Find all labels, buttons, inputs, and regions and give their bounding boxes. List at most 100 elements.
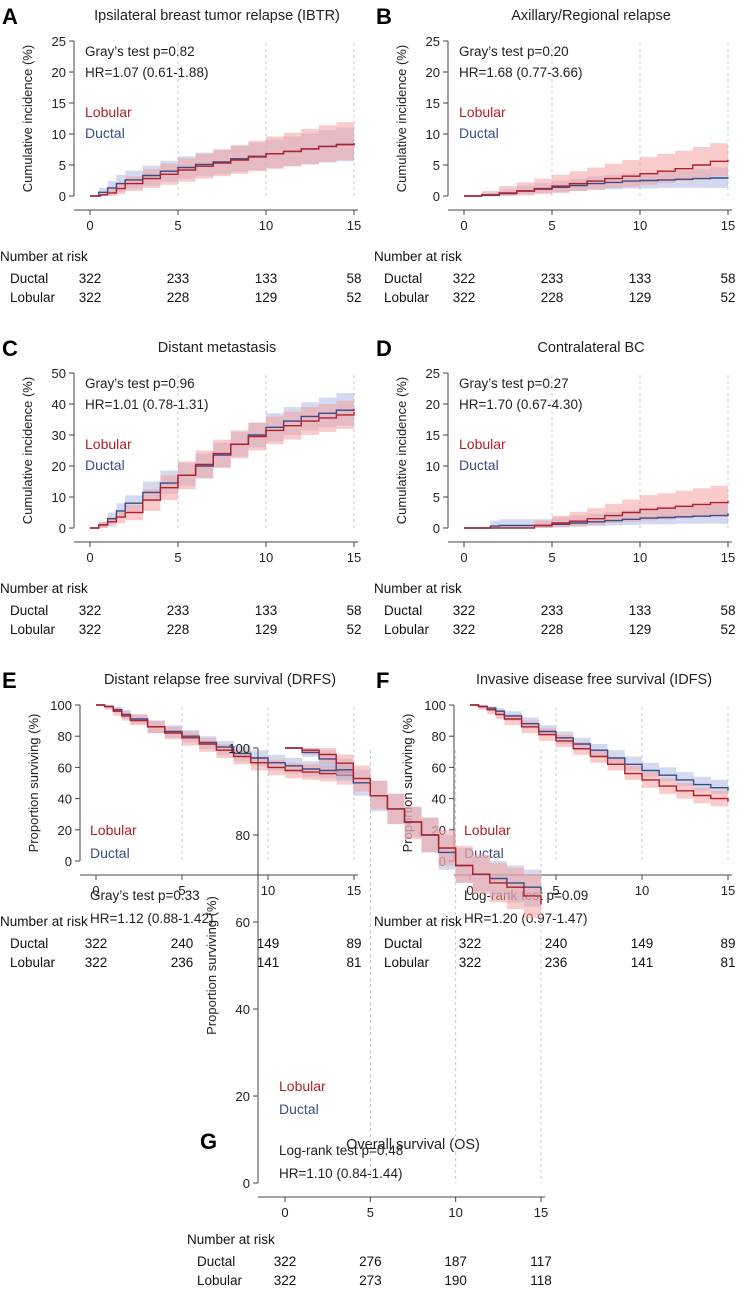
- risk-ductal-value: 233: [541, 271, 564, 286]
- x-tick-label: 15: [347, 883, 361, 898]
- stat-test: Log-rank test p=0.48: [279, 1143, 403, 1158]
- risk-lobular-value: 52: [720, 290, 735, 305]
- series-line-ductal: [464, 513, 729, 529]
- risk-lobular-value: 236: [545, 955, 568, 970]
- y-tick-label: 0: [59, 521, 66, 536]
- y-tick-label: 10: [52, 490, 66, 505]
- y-tick-label: 80: [432, 729, 446, 744]
- risk-header: Number at risk: [374, 249, 462, 264]
- y-tick-label: 20: [52, 65, 66, 80]
- x-tick-label: 15: [534, 1205, 548, 1220]
- y-tick-label: 60: [58, 760, 72, 775]
- ci-band-lobular: [90, 397, 354, 528]
- legend-ductal: Ductal: [459, 457, 499, 473]
- y-tick-label: 100: [50, 698, 72, 713]
- series-line-lobular: [90, 143, 355, 197]
- risk-label-lobular: Lobular: [384, 955, 430, 970]
- x-tick-label: 10: [633, 550, 647, 565]
- y-tick-label: 60: [236, 915, 250, 930]
- risk-lobular-value: 228: [541, 622, 564, 637]
- y-tick-label: 40: [52, 397, 66, 412]
- y-axis-label: Cumulative incidence (%): [394, 45, 409, 192]
- risk-lobular-value: 236: [171, 955, 194, 970]
- risk-ductal-value: 233: [167, 271, 190, 286]
- risk-header: Number at risk: [0, 581, 88, 596]
- risk-header: Number at risk: [0, 249, 88, 264]
- y-tick-label: 15: [52, 96, 66, 111]
- panel-letter: F: [376, 668, 389, 693]
- y-tick-label: 25: [426, 34, 440, 49]
- y-tick-label: 60: [432, 760, 446, 775]
- risk-ductal-value: 133: [629, 603, 652, 618]
- risk-lobular-value: 322: [274, 1273, 297, 1288]
- risk-lobular-value: 190: [444, 1273, 467, 1288]
- y-tick-label: 100: [228, 741, 250, 756]
- x-tick-label: 10: [259, 218, 273, 233]
- chart-panel-e: E Distant relapse free survival (DRFS) 0 20…: [0, 668, 362, 970]
- chart-title: Contralateral BC: [537, 340, 644, 356]
- y-tick-label: 50: [52, 366, 66, 381]
- x-tick-label: 15: [721, 883, 735, 898]
- y-tick-label: 20: [58, 823, 72, 838]
- series-line-lobular: [96, 704, 355, 779]
- legend-lobular: Lobular: [85, 436, 132, 452]
- y-axis-label: Proportion surviving (%): [204, 896, 219, 1035]
- y-tick-label: 5: [433, 158, 440, 173]
- chart-title: Distant metastasis: [158, 340, 276, 356]
- x-tick-label: 5: [548, 550, 555, 565]
- chart-title: Axillary/Regional relapse: [511, 8, 671, 24]
- y-tick-label: 10: [426, 459, 440, 474]
- risk-lobular-value: 52: [720, 622, 735, 637]
- x-tick-label: 10: [448, 1205, 462, 1220]
- panel-letter: B: [376, 4, 392, 29]
- risk-ductal-value: 133: [255, 271, 278, 286]
- risk-ductal-value: 58: [346, 603, 361, 618]
- chart-title: Ipsilateral breast tumor relapse (IBTR): [94, 8, 340, 24]
- chart-title: Overall survival (OS): [346, 1137, 480, 1153]
- y-tick-label: 80: [58, 729, 72, 744]
- hazard-ratio: HR=1.01 (0.78-1.31): [85, 397, 208, 412]
- y-axis-label: Cumulative incidence (%): [20, 45, 35, 192]
- risk-lobular-value: 322: [459, 955, 482, 970]
- y-tick-label: 15: [426, 96, 440, 111]
- risk-lobular-value: 228: [541, 290, 564, 305]
- y-tick-label: 0: [59, 189, 66, 204]
- y-tick-label: 80: [236, 828, 250, 843]
- y-tick-label: 20: [426, 397, 440, 412]
- risk-ductal-value: 89: [720, 936, 735, 951]
- panel-letter: A: [2, 4, 18, 29]
- risk-lobular-value: 322: [85, 955, 108, 970]
- legend-lobular: Lobular: [459, 436, 506, 452]
- stat-test: Gray’s test p=0.20: [459, 44, 569, 59]
- risk-ductal-value: 276: [359, 1254, 382, 1269]
- x-tick-label: 0: [92, 883, 99, 898]
- risk-lobular-value: 322: [79, 622, 102, 637]
- x-tick-label: 15: [721, 218, 735, 233]
- risk-header: Number at risk: [374, 581, 462, 596]
- x-tick-label: 5: [367, 1205, 374, 1220]
- x-tick-label: 10: [635, 883, 649, 898]
- stat-test: Gray’s test p=0.27: [459, 376, 569, 391]
- hazard-ratio: HR=1.12 (0.88-1.42): [90, 911, 213, 926]
- panel-letter: C: [2, 336, 18, 361]
- risk-header: Number at risk: [0, 914, 88, 929]
- risk-lobular-value: 273: [359, 1273, 382, 1288]
- x-tick-label: 10: [633, 218, 647, 233]
- y-tick-label: 10: [52, 127, 66, 142]
- x-tick-label: 10: [259, 550, 273, 565]
- risk-ductal-value: 233: [167, 603, 190, 618]
- risk-ductal-value: 240: [171, 936, 194, 951]
- risk-ductal-value: 233: [541, 603, 564, 618]
- x-tick-label: 0: [86, 218, 93, 233]
- ci-band-lobular: [470, 705, 728, 810]
- y-axis-label: Cumulative incidence (%): [394, 377, 409, 524]
- risk-label-ductal: Ductal: [384, 936, 422, 951]
- legend-ductal: Ductal: [90, 845, 130, 861]
- y-tick-label: 5: [59, 158, 66, 173]
- stat-test: Gray’s test p=0.33: [90, 888, 200, 903]
- risk-header: Number at risk: [187, 1232, 275, 1247]
- risk-ductal-value: 133: [255, 603, 278, 618]
- y-tick-label: 0: [65, 854, 72, 869]
- risk-label-lobular: Lobular: [384, 622, 430, 637]
- series-line-lobular: [90, 411, 355, 529]
